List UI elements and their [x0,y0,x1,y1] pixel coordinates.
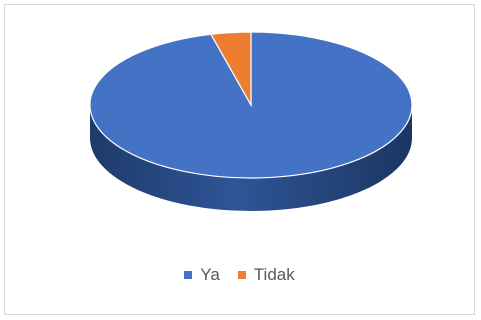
legend-label-tidak: Tidak [253,265,295,284]
pie-side-ya [90,105,412,211]
legend-label-ya: Ya [200,265,220,284]
legend-item-ya: Ya [184,265,220,285]
legend-swatch-ya [184,271,193,279]
pie-chart [89,31,413,211]
pie-slice-tidak [209,31,252,108]
legend-swatch-tidak [237,271,246,279]
legend-item-tidak: Tidak [237,265,295,285]
chart-legend: Ya Tidak [5,265,474,285]
chart-area: Ya Tidak [4,4,475,315]
